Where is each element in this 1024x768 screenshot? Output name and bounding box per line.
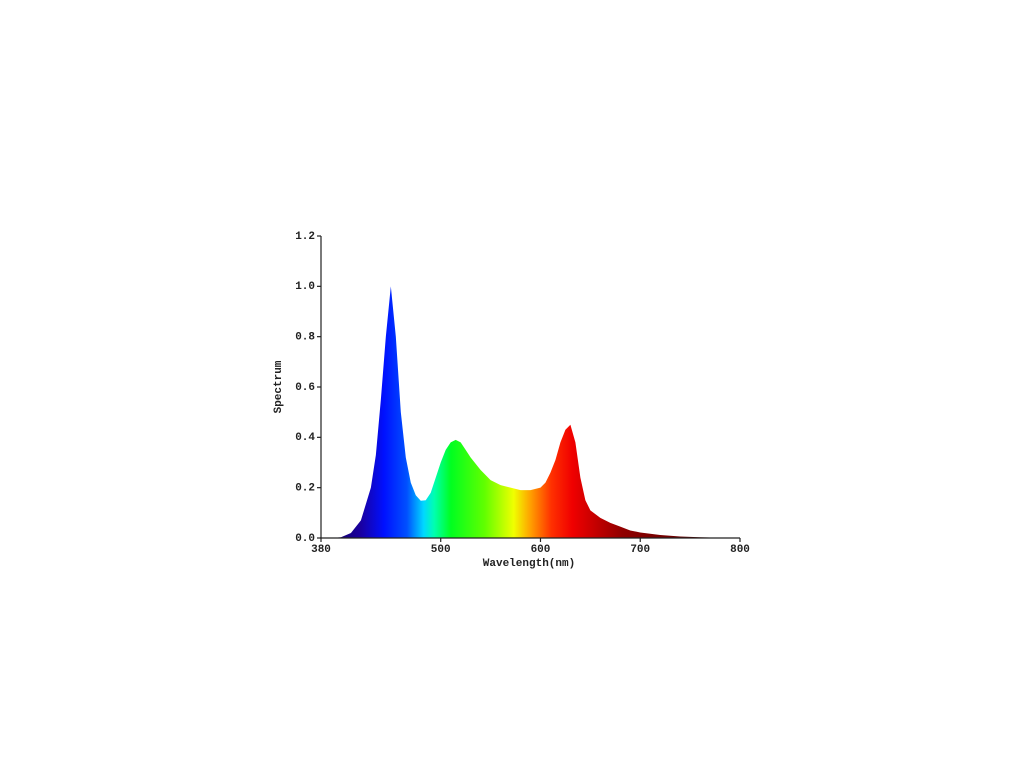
x-tick-label: 380 bbox=[311, 544, 331, 556]
x-axis-label: Wavelength(nm) bbox=[483, 558, 575, 570]
y-tick-label: 0.0 bbox=[295, 533, 315, 545]
x-tick-label: 500 bbox=[431, 544, 451, 556]
y-tick-label: 0.8 bbox=[295, 332, 315, 344]
plot-area bbox=[321, 286, 740, 538]
y-tick-label: 0.2 bbox=[295, 483, 315, 495]
spectrum-area bbox=[321, 286, 740, 538]
y-tick-label: 0.6 bbox=[295, 382, 315, 394]
y-tick-label: 1.0 bbox=[295, 281, 315, 293]
y-tick-label: 1.2 bbox=[295, 231, 315, 243]
x-tick-label: 700 bbox=[630, 544, 650, 556]
x-tick-label: 600 bbox=[531, 544, 551, 556]
y-tick-label: 0.4 bbox=[295, 432, 315, 444]
x-tick-label: 800 bbox=[730, 544, 750, 556]
y-axis-label: Spectrum bbox=[273, 360, 285, 413]
